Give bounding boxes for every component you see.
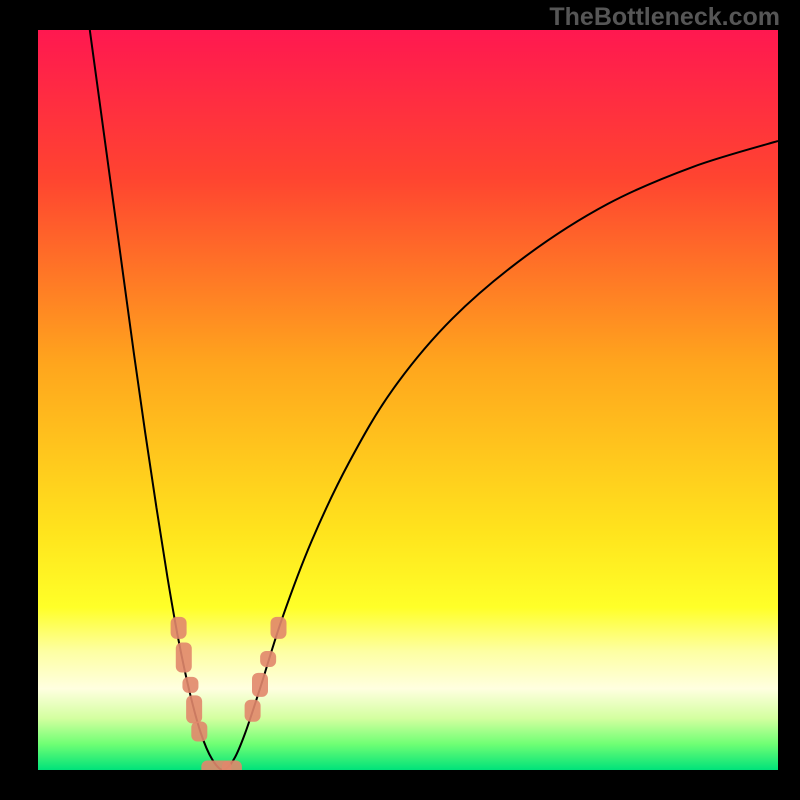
data-point [260,651,276,667]
data-point [271,617,287,639]
data-point [191,722,207,742]
data-point [245,700,261,722]
data-point [222,761,242,770]
plot-area [38,30,778,770]
chart-container: TheBottleneck.com [0,0,800,800]
watermark-text: TheBottleneck.com [549,3,780,32]
data-point [176,643,192,673]
data-point [186,695,202,723]
gradient-background [38,30,778,770]
data-point [171,617,187,639]
data-point [252,673,268,697]
data-point [182,677,198,693]
